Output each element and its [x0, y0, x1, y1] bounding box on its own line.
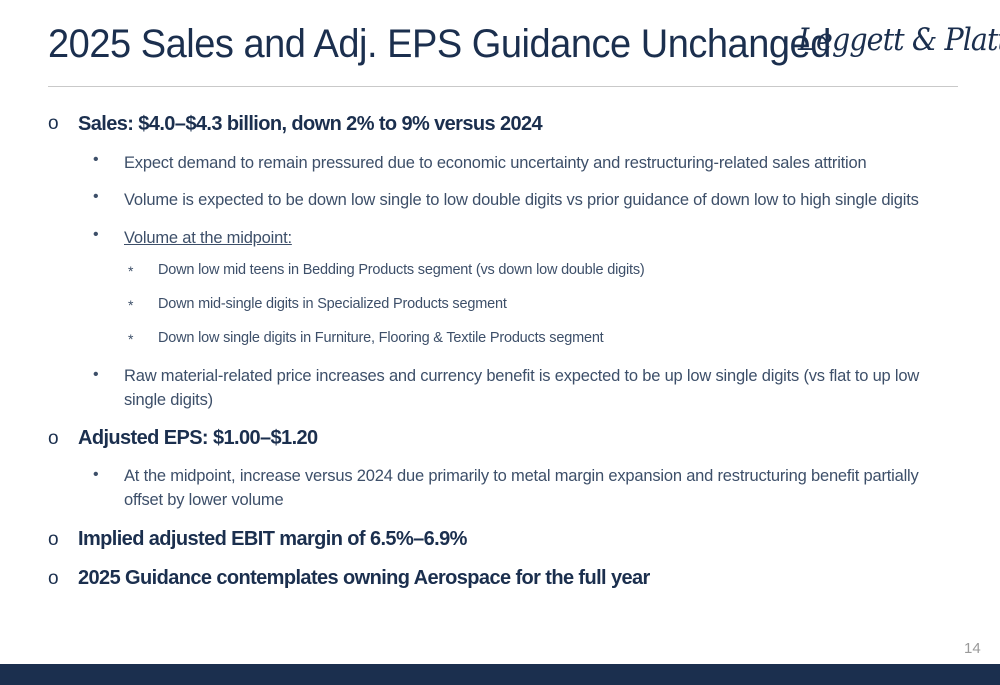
bullet-text: At the midpoint, increase versus 2024 du… [124, 467, 919, 509]
bullet-text: 2025 Guidance contemplates owning Aerosp… [78, 567, 650, 589]
bullet-marker-dot: • [93, 226, 99, 243]
bullet-marker-asterisk: * [128, 331, 134, 347]
slide-title: 2025 Sales and Adj. EPS Guidance Unchang… [48, 22, 831, 66]
page-number: 14 [964, 640, 981, 657]
bullet-text: Sales: $4.0–$4.3 billion, down 2% to 9% … [78, 113, 543, 135]
footer-bar [0, 664, 1000, 685]
bullet-marker-circle: o [48, 568, 59, 589]
bullet-text: Adjusted EPS: $1.00–$1.20 [78, 427, 318, 449]
bullet-text: Down low mid teens in Bedding Products s… [158, 262, 645, 278]
bullet-marker-dot: • [93, 188, 99, 205]
bullet-text: Down mid-single digits in Specialized Pr… [158, 296, 507, 312]
bullet-text: Down low single digits in Furniture, Flo… [158, 330, 604, 346]
logo-text: Leggett & Platt [798, 22, 1000, 58]
bullet-marker-dot: • [93, 466, 99, 483]
bullet-marker-circle: o [48, 113, 59, 134]
company-logo: Leggett & Platt® [798, 22, 1000, 74]
bullet-marker-circle: o [48, 428, 59, 449]
bullet-text: Implied adjusted EBIT margin of 6.5%–6.9… [78, 528, 467, 550]
bullet-text: Raw material-related price increases and… [124, 367, 920, 409]
bullet-text: Expect demand to remain pressured due to… [124, 154, 867, 172]
bullet-text: Volume is expected to be down low single… [124, 191, 919, 209]
bullet-text: Volume at the midpoint: [124, 229, 292, 247]
bullet-marker-asterisk: * [128, 263, 134, 279]
bullet-marker-dot: • [93, 151, 99, 168]
title-divider [48, 86, 958, 87]
bullet-marker-asterisk: * [128, 297, 134, 313]
bullet-marker-dot: • [93, 366, 99, 383]
bullet-marker-circle: o [48, 529, 59, 550]
